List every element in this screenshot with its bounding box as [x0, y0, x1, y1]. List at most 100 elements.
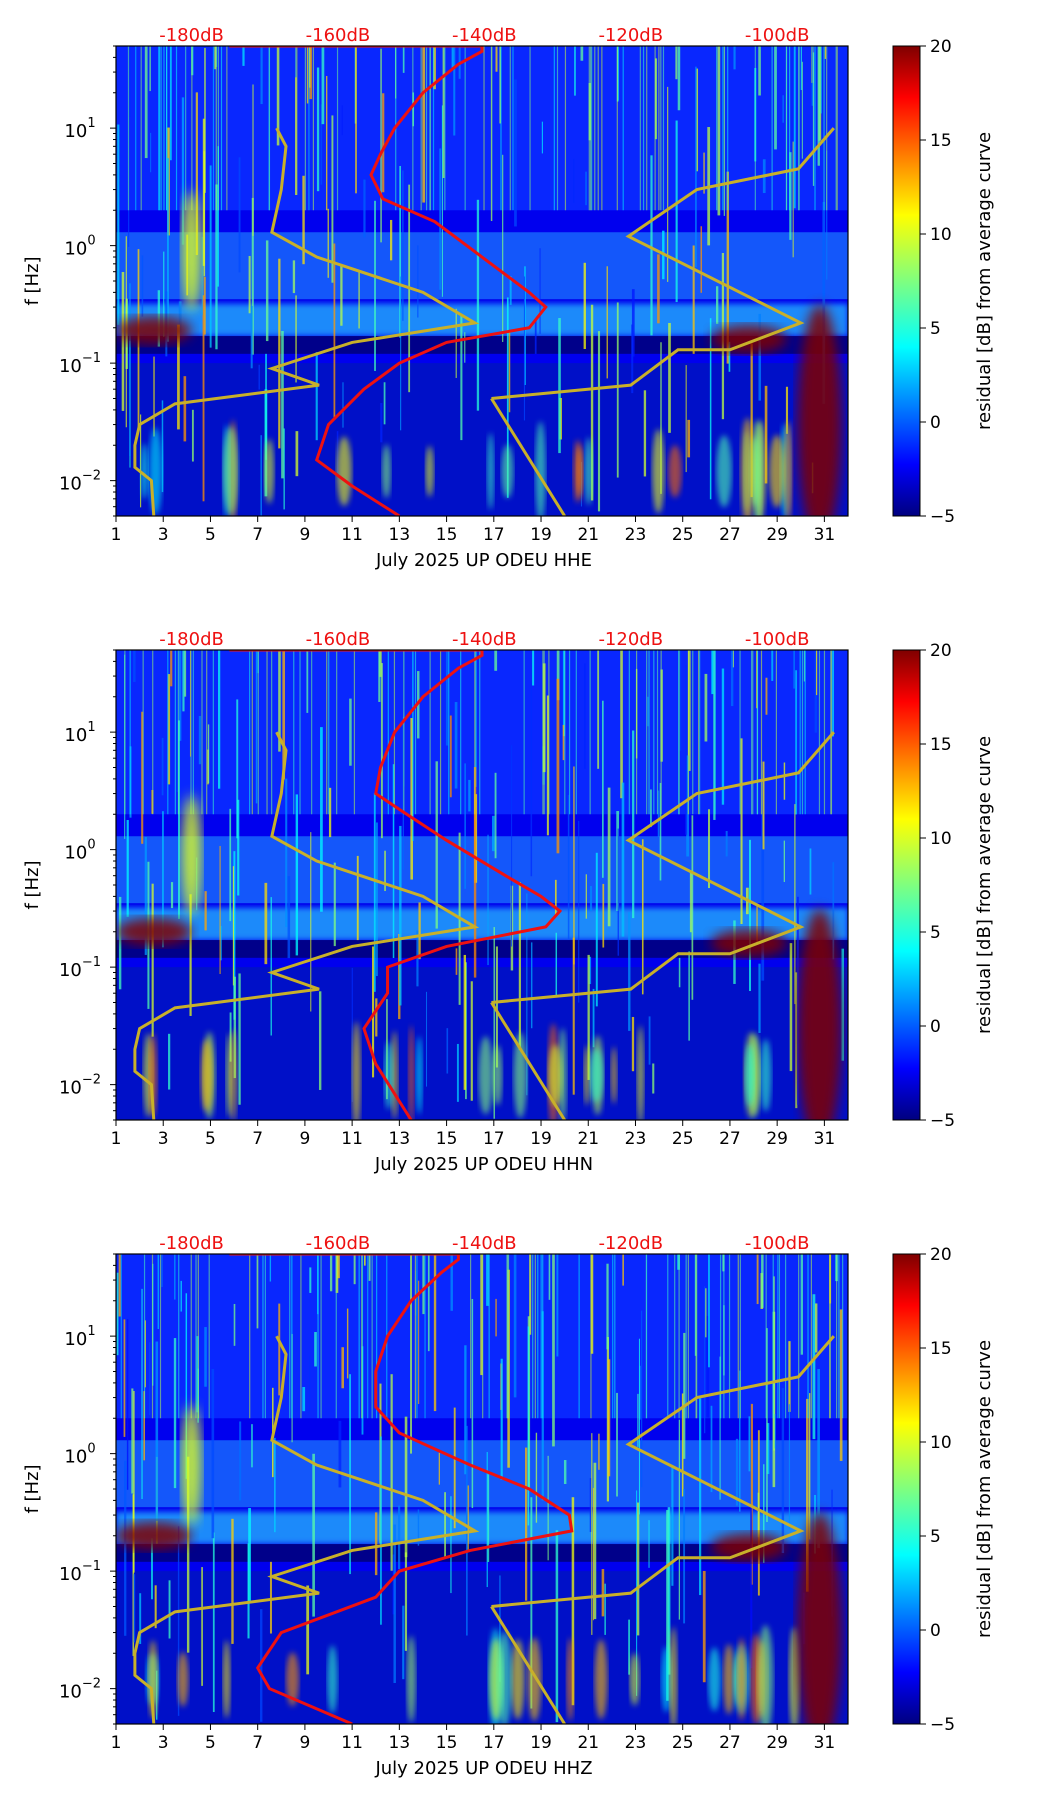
- streak: [444, 46, 446, 211]
- streak: [594, 46, 596, 211]
- streak: [735, 1438, 739, 1506]
- streak: [723, 46, 725, 216]
- streak: [291, 1254, 293, 1419]
- streak: [532, 650, 535, 686]
- streak: [166, 158, 169, 342]
- streak: [237, 799, 240, 896]
- streak: [758, 963, 761, 1033]
- streak: [149, 46, 151, 92]
- streak: [607, 1359, 611, 1477]
- colorbar-label: residual [dB] from average curve: [974, 132, 995, 430]
- streak: [826, 150, 828, 280]
- streak: [662, 46, 665, 211]
- streak: [704, 673, 708, 742]
- streak: [809, 1393, 811, 1540]
- streak: [815, 1303, 818, 1353]
- x-tick-label: 3: [158, 1733, 169, 1753]
- streak: [766, 1328, 768, 1522]
- streak: [495, 46, 498, 72]
- colorbar-tick-label: 5: [930, 319, 941, 339]
- lowfreq-burst: [352, 1021, 361, 1120]
- streak: [801, 650, 804, 815]
- streak: [129, 283, 131, 457]
- x-axis-label: July 2025 UP ODEU HHZ: [374, 1758, 592, 1779]
- streak: [667, 1254, 669, 1419]
- streak: [404, 1416, 408, 1558]
- streak: [174, 650, 176, 815]
- streak: [460, 315, 463, 441]
- db-label: -160dB: [306, 629, 371, 650]
- streak: [448, 650, 450, 815]
- streak: [598, 1433, 600, 1470]
- heatmap-field: [116, 1254, 848, 1724]
- x-tick-label: 21: [577, 1733, 599, 1753]
- colorbar-tick-label: 15: [930, 1339, 952, 1359]
- colorbar-tick-label: 5: [930, 1527, 941, 1547]
- streak: [781, 1388, 785, 1554]
- streak: [575, 650, 577, 815]
- streak: [295, 794, 299, 956]
- streak: [757, 1492, 760, 1538]
- streak: [173, 1338, 177, 1489]
- lowfreq-burst: [637, 1025, 644, 1120]
- lowfreq-burst: [264, 438, 275, 504]
- streak: [123, 1319, 126, 1437]
- streak: [487, 834, 489, 966]
- streak: [204, 47, 206, 193]
- streak: [750, 1403, 753, 1585]
- streak: [546, 695, 549, 836]
- lowfreq-burst: [492, 1045, 503, 1106]
- streak: [392, 764, 395, 959]
- streak: [817, 1369, 820, 1549]
- streak: [356, 855, 359, 941]
- streak: [595, 852, 598, 1007]
- lowfreq-burst: [501, 444, 514, 499]
- streak: [794, 804, 796, 1005]
- streak: [398, 1505, 401, 1570]
- streak: [674, 1254, 676, 1419]
- streak: [601, 46, 603, 211]
- lowfreq-burst: [629, 1652, 640, 1706]
- streak: [648, 1520, 650, 1568]
- streak: [118, 896, 122, 990]
- streak: [151, 883, 154, 1037]
- streak: [830, 650, 832, 815]
- streak: [250, 305, 253, 369]
- streak: [631, 1016, 635, 1072]
- db-label: -120dB: [598, 1233, 663, 1254]
- streak: [157, 1254, 159, 1330]
- streak: [508, 331, 511, 413]
- y-axis-label: f [Hz]: [22, 1464, 43, 1513]
- model-curve-3: [491, 731, 835, 1004]
- streak: [433, 1254, 437, 1412]
- streak: [815, 650, 818, 696]
- low-gap-band: [116, 940, 848, 958]
- streak: [585, 171, 587, 206]
- streak: [380, 403, 383, 443]
- streak: [650, 789, 652, 828]
- streak: [177, 324, 180, 430]
- lowfreq-burst: [415, 1036, 423, 1115]
- streak: [133, 650, 136, 682]
- y-axis-label: f [Hz]: [22, 256, 43, 305]
- streak: [643, 390, 647, 477]
- streak: [507, 1254, 509, 1419]
- streak: [265, 353, 267, 460]
- streak: [658, 46, 660, 211]
- streak: [202, 295, 205, 502]
- lowfreq-burst: [497, 1631, 512, 1724]
- colorbar-tick-label: −5: [930, 507, 955, 527]
- streak: [197, 1254, 199, 1419]
- streak: [192, 650, 194, 815]
- streak: [251, 197, 254, 355]
- streak: [809, 848, 812, 895]
- y-tick-label: 100: [64, 234, 95, 260]
- streak: [483, 46, 485, 211]
- streak: [541, 121, 543, 154]
- streak: [692, 650, 694, 815]
- streak: [148, 1342, 151, 1416]
- db-label: -120dB: [598, 629, 663, 650]
- colorbar: [892, 45, 921, 517]
- streak: [167, 674, 171, 785]
- streak: [476, 199, 480, 411]
